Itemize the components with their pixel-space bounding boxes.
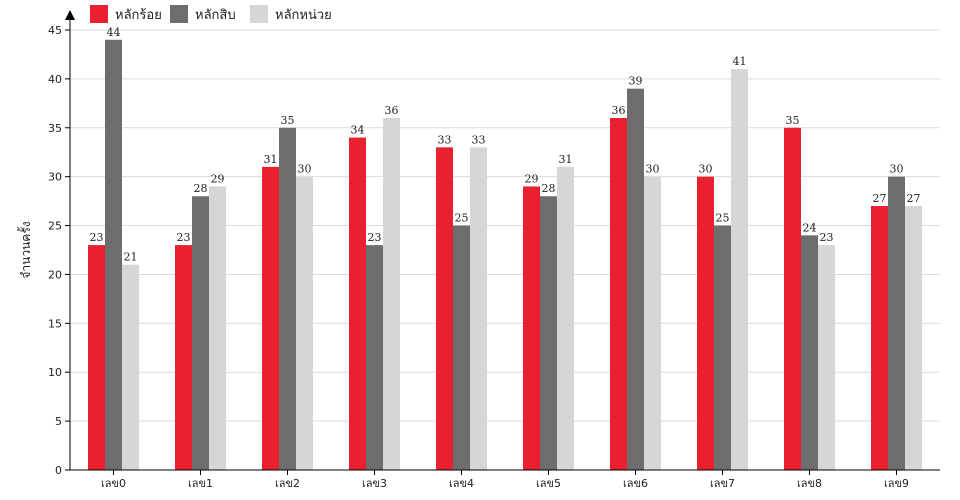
bar-value-label: 23 [368, 231, 382, 244]
bar-value-label: 23 [177, 231, 191, 244]
bar-value-label: 25 [455, 212, 469, 225]
x-tick-label: เลข8 [797, 477, 822, 490]
bar-value-label: 36 [612, 104, 626, 117]
bar-hundreds[interactable] [175, 245, 192, 470]
legend-item-hundreds[interactable]: หลักร้อย [90, 5, 162, 23]
legend-label: หลักสิบ [195, 8, 236, 23]
bar-tens[interactable] [192, 196, 209, 470]
bar-value-label: 30 [646, 163, 660, 176]
bar-units[interactable] [122, 264, 139, 470]
bar-units[interactable] [209, 186, 226, 470]
bar-hundreds[interactable] [784, 127, 801, 471]
y-tick-label: 25 [48, 220, 62, 233]
bar-hundreds[interactable] [871, 206, 888, 470]
y-tick-label: 35 [48, 122, 62, 135]
legend-swatch [170, 5, 188, 23]
bar-units[interactable] [731, 69, 748, 470]
bar-value-label: 27 [907, 192, 921, 205]
bar-hundreds[interactable] [88, 245, 105, 470]
y-tick-label: 45 [48, 24, 62, 37]
bar-value-label: 44 [107, 26, 121, 39]
legend-swatch [250, 5, 268, 23]
bar-tens[interactable] [714, 225, 731, 470]
bar-value-label: 33 [438, 133, 452, 146]
bar-tens[interactable] [888, 176, 905, 470]
bar-value-label: 28 [194, 182, 208, 195]
bar-value-label: 21 [124, 251, 138, 264]
legend[interactable]: หลักร้อย หลักสิบ หลักหน่วย [90, 5, 332, 23]
bar-value-label: 23 [820, 231, 834, 244]
bar-units[interactable] [557, 166, 574, 470]
bar-value-label: 41 [733, 55, 747, 68]
bar-value-label: 30 [890, 163, 904, 176]
bar-units[interactable] [383, 118, 400, 470]
bar-value-label: 35 [281, 114, 295, 127]
bar-units[interactable] [470, 147, 487, 471]
bar-tens[interactable] [366, 245, 383, 470]
bar-tens[interactable] [279, 127, 296, 471]
x-tick-label: เลข2 [275, 477, 300, 490]
legend-item-tens[interactable]: หลักสิบ [170, 5, 236, 23]
x-tick-label: เลข7 [710, 477, 735, 490]
bar-value-label: 39 [629, 75, 643, 88]
bar-units[interactable] [905, 206, 922, 470]
y-tick-label: 40 [48, 73, 62, 86]
bar-tens[interactable] [801, 235, 818, 470]
bar-hundreds[interactable] [523, 186, 540, 470]
bar-value-label: 34 [351, 124, 365, 137]
bar-value-label: 31 [559, 153, 573, 166]
x-tick-label: เลข0 [101, 477, 126, 490]
bar-value-label: 28 [542, 182, 556, 195]
bar-value-label: 27 [873, 192, 887, 205]
bar-units[interactable] [644, 176, 661, 470]
bar-hundreds[interactable] [349, 137, 366, 471]
bar-value-label: 29 [525, 172, 539, 185]
bar-value-label: 24 [803, 221, 817, 234]
bar-value-label: 36 [385, 104, 399, 117]
bar-value-label: 30 [699, 163, 713, 176]
data-labels: 2344212328293135303423363325332928313639… [90, 26, 921, 264]
bar-value-label: 23 [90, 231, 104, 244]
x-tick-label: เลข6 [623, 477, 648, 490]
y-tick-label: 5 [55, 415, 62, 428]
bar-units[interactable] [296, 176, 313, 470]
bar-hundreds[interactable] [610, 118, 627, 470]
bar-value-label: 25 [716, 212, 730, 225]
y-tick-label: 30 [48, 171, 62, 184]
bar-tens[interactable] [627, 88, 644, 471]
legend-item-units[interactable]: หลักหน่วย [250, 5, 332, 23]
legend-swatch [90, 5, 108, 23]
y-axis-arrow-icon [65, 10, 75, 20]
y-tick-label: 15 [48, 317, 62, 330]
y-axis-label: จำนวนครั้ง [17, 221, 33, 278]
legend-label: หลักร้อย [115, 8, 162, 23]
bars [88, 39, 922, 471]
y-tick-label: 20 [48, 268, 62, 281]
bar-tens[interactable] [540, 196, 557, 470]
bar-value-label: 30 [298, 163, 312, 176]
bar-hundreds[interactable] [262, 166, 279, 470]
x-tick-label: เลข4 [449, 477, 474, 490]
bar-value-label: 33 [472, 133, 486, 146]
bar-hundreds[interactable] [436, 147, 453, 471]
bar-value-label: 35 [786, 114, 800, 127]
y-tick-label: 10 [48, 366, 62, 379]
bar-value-label: 31 [264, 153, 278, 166]
x-tick-label: เลข3 [362, 477, 387, 490]
bar-tens[interactable] [453, 225, 470, 470]
bar-hundreds[interactable] [697, 176, 714, 470]
x-tick-label: เลข1 [188, 477, 213, 490]
y-tick-label: 0 [55, 464, 62, 477]
bar-value-label: 29 [211, 172, 225, 185]
x-tick-label: เลข5 [536, 477, 561, 490]
axes: 0 5 10 15 20 25 30 35 40 45 เลข0 เลข1 เลข2 เลข3 เลข4 เล… [48, 10, 940, 490]
x-tick-label: เลข9 [884, 477, 909, 490]
legend-label: หลักหน่วย [275, 8, 332, 23]
bar-units[interactable] [818, 245, 835, 470]
bar-tens[interactable] [105, 39, 122, 471]
